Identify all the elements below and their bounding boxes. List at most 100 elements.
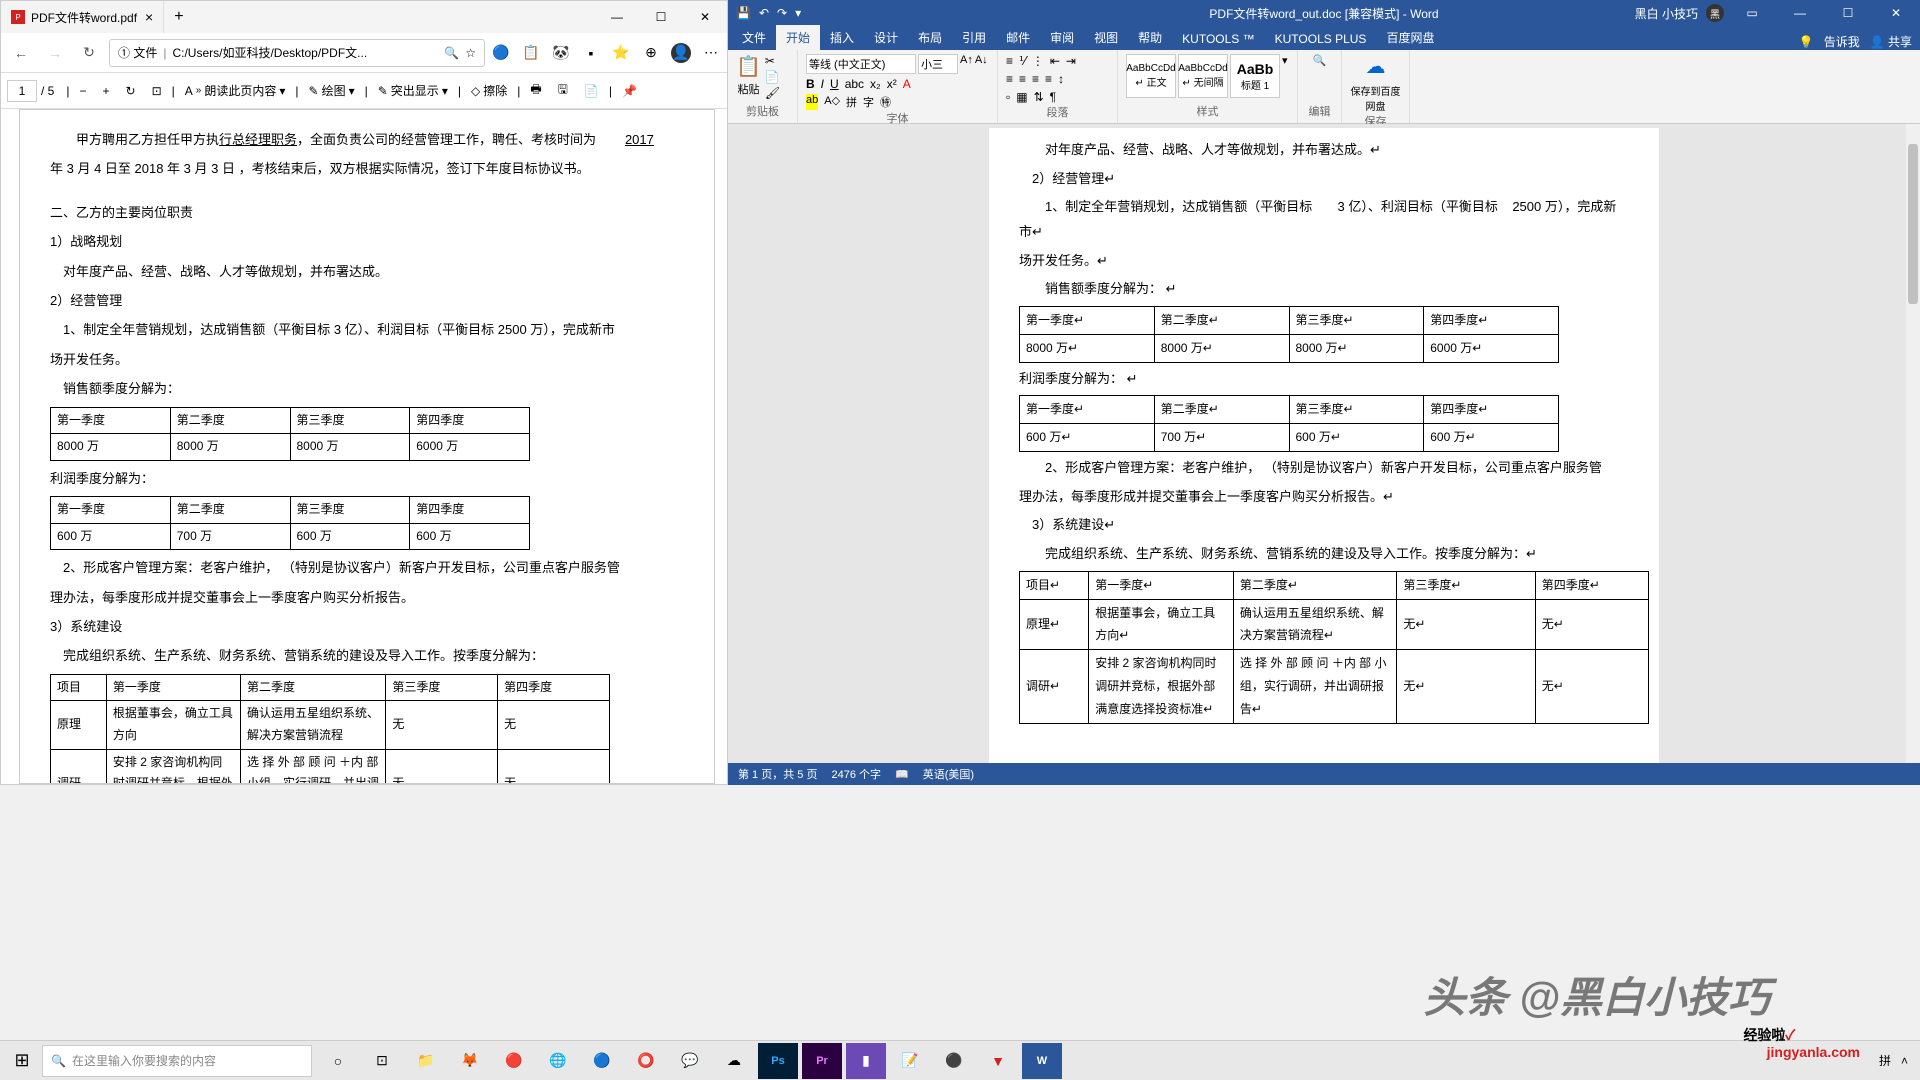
fit-button[interactable]: ⊡ bbox=[146, 80, 168, 102]
borders-icon[interactable]: ▦ bbox=[1016, 90, 1027, 104]
grow-font-icon[interactable]: A↑ bbox=[960, 54, 973, 74]
italic-button[interactable]: I bbox=[821, 77, 824, 91]
status-lang[interactable]: 英语(美国) bbox=[923, 766, 974, 782]
tab-insert[interactable]: 插入 bbox=[820, 25, 864, 50]
address-bar[interactable]: ① 文件 | C:/Users/如亚科技/Desktop/PDF文... 🔍 ☆ bbox=[109, 39, 485, 67]
forward-button[interactable]: → bbox=[41, 39, 69, 67]
ribbon-options-icon[interactable]: ▭ bbox=[1732, 0, 1772, 26]
tray-up-icon[interactable]: ˄ bbox=[1901, 1054, 1908, 1068]
tab-references[interactable]: 引用 bbox=[952, 25, 996, 50]
close-icon[interactable]: ✕ bbox=[683, 1, 727, 33]
tab-kutools-plus[interactable]: KUTOOLS PLUS bbox=[1265, 28, 1377, 50]
user-avatar[interactable]: 黑 bbox=[1706, 4, 1724, 22]
erase-button[interactable]: ◇ 擦除 bbox=[465, 78, 513, 103]
page-input[interactable] bbox=[7, 80, 37, 102]
minimize-icon[interactable]: — bbox=[595, 1, 639, 33]
baidu-cloud-icon[interactable]: ☁ bbox=[1366, 54, 1386, 79]
multilevel-icon[interactable]: ⋮ bbox=[1032, 54, 1044, 68]
edge2-icon[interactable]: 🔵 bbox=[582, 1043, 622, 1079]
show-marks-icon[interactable]: ¶ bbox=[1050, 90, 1056, 104]
word-maximize-icon[interactable]: ☐ bbox=[1828, 0, 1868, 26]
paste-button[interactable]: 📋 粘贴 bbox=[736, 54, 761, 97]
find-icon[interactable]: 🔍 bbox=[1313, 54, 1327, 67]
wechat-icon[interactable]: 💬 bbox=[670, 1043, 710, 1079]
back-button[interactable]: ← bbox=[7, 39, 35, 67]
align-center-icon[interactable]: ≡ bbox=[1019, 72, 1026, 86]
tell-me-label[interactable]: 告诉我 bbox=[1824, 33, 1860, 50]
format-painter-icon[interactable]: 🖌 bbox=[765, 86, 780, 100]
search-addr-icon[interactable]: 🔍 bbox=[444, 46, 459, 60]
font-name-combo[interactable]: 等线 (中文正文) bbox=[806, 54, 916, 74]
char-border-icon[interactable]: 字 bbox=[863, 94, 874, 110]
tab-view[interactable]: 视图 bbox=[1084, 25, 1128, 50]
justify-icon[interactable]: ≡ bbox=[1045, 72, 1052, 86]
style-heading1[interactable]: AaBb标题 1 bbox=[1230, 54, 1280, 98]
underline-button[interactable]: U bbox=[830, 77, 839, 91]
draw-button[interactable]: ✎ 绘图 ▾ bbox=[303, 78, 361, 103]
tab-baidu[interactable]: 百度网盘 bbox=[1376, 25, 1444, 50]
tab-file[interactable]: 文件 bbox=[732, 25, 776, 50]
indent-dec-icon[interactable]: ⇤ bbox=[1050, 54, 1060, 68]
tab-mailings[interactable]: 邮件 bbox=[996, 25, 1040, 50]
shrink-font-icon[interactable]: A↓ bbox=[975, 54, 988, 74]
pr-icon[interactable]: Pr bbox=[802, 1043, 842, 1079]
obs-icon[interactable]: ⚫ bbox=[934, 1043, 974, 1079]
rotate-button[interactable]: ↻ bbox=[120, 80, 142, 102]
ext-icon-1[interactable]: 🔵 bbox=[491, 43, 511, 63]
qat-customize-icon[interactable]: ▾ bbox=[795, 6, 801, 20]
shading-icon[interactable]: ▫ bbox=[1006, 90, 1010, 104]
scrollbar-thumb[interactable] bbox=[1908, 144, 1918, 304]
maximize-icon[interactable]: ☐ bbox=[639, 1, 683, 33]
font-size-combo[interactable]: 小三 bbox=[918, 54, 958, 74]
chrome2-icon[interactable]: ⭕ bbox=[626, 1043, 666, 1079]
bold-button[interactable]: B bbox=[806, 77, 815, 91]
indent-inc-icon[interactable]: ⇥ bbox=[1066, 54, 1076, 68]
phonetic-icon[interactable]: 拼 bbox=[846, 94, 857, 110]
app-icon-2[interactable]: ▼ bbox=[978, 1043, 1018, 1079]
taskview-icon[interactable]: ⊡ bbox=[362, 1043, 402, 1079]
save-icon[interactable]: 💾 bbox=[736, 6, 751, 20]
read-aloud-button[interactable]: A» 朗读此页内容 ▾ bbox=[179, 78, 292, 103]
edge-icon[interactable]: 🌐 bbox=[538, 1043, 578, 1079]
profile-icon[interactable]: 👤 bbox=[671, 43, 691, 63]
ps-icon[interactable]: Ps bbox=[758, 1043, 798, 1079]
font-color-button[interactable]: A bbox=[903, 77, 911, 91]
status-words[interactable]: 2476 个字 bbox=[831, 766, 881, 782]
strike-button[interactable]: abc bbox=[845, 77, 864, 91]
align-right-icon[interactable]: ≡ bbox=[1032, 72, 1039, 86]
save-pdf-button[interactable]: 🖫 bbox=[552, 76, 574, 105]
word-taskbar-icon[interactable]: W bbox=[1022, 1043, 1062, 1079]
collections-icon[interactable]: ⊕ bbox=[641, 43, 661, 63]
enclose-icon[interactable]: ㊕ bbox=[880, 94, 891, 110]
netdisk-icon[interactable]: ☁ bbox=[714, 1043, 754, 1079]
explorer-icon[interactable]: 📁 bbox=[406, 1043, 446, 1079]
tell-me-icon[interactable]: 💡 bbox=[1799, 35, 1814, 49]
zoom-in-button[interactable]: + bbox=[96, 80, 115, 102]
style-nospacing[interactable]: AaBbCcDd↵ 无间隔 bbox=[1178, 54, 1228, 98]
word-minimize-icon[interactable]: — bbox=[1780, 0, 1820, 26]
redo-icon[interactable]: ↷ bbox=[777, 6, 787, 20]
app-icon-1[interactable]: ▮ bbox=[846, 1043, 886, 1079]
align-left-icon[interactable]: ≡ bbox=[1006, 72, 1013, 86]
tab-layout[interactable]: 布局 bbox=[908, 25, 952, 50]
user-name[interactable]: 黑白 小技巧 bbox=[1635, 5, 1698, 22]
tab-design[interactable]: 设计 bbox=[864, 25, 908, 50]
sub-button[interactable]: x₂ bbox=[870, 77, 881, 91]
share-button[interactable]: 👤 共享 bbox=[1870, 33, 1912, 50]
chrome-icon[interactable]: 🔴 bbox=[494, 1043, 534, 1079]
word-page[interactable]: 对年度产品、经营、战略、人才等做规划，并布署达成。↵ 2）经营管理↵ 1、制定全… bbox=[989, 128, 1659, 763]
numbering-icon[interactable]: ⅟ bbox=[1019, 54, 1026, 68]
highlight-button[interactable]: ✎ 突出显示 ▾ bbox=[372, 78, 454, 103]
ime-icon[interactable]: 拼 bbox=[1879, 1052, 1891, 1069]
zoom-out-button[interactable]: − bbox=[73, 80, 92, 102]
firefox-icon[interactable]: 🦊 bbox=[450, 1043, 490, 1079]
status-page[interactable]: 第 1 页，共 5 页 bbox=[738, 766, 817, 782]
new-tab-button[interactable]: + bbox=[164, 8, 193, 26]
cut-icon[interactable]: ✂ bbox=[765, 54, 780, 68]
line-spacing-icon[interactable]: ↕ bbox=[1058, 72, 1064, 86]
bullets-icon[interactable]: ≡ bbox=[1006, 54, 1013, 68]
notepad-icon[interactable]: 📝 bbox=[890, 1043, 930, 1079]
menu-icon[interactable]: ⋯ bbox=[701, 43, 721, 63]
highlight-color-button[interactable]: ab bbox=[806, 94, 818, 110]
status-proof-icon[interactable]: 📖 bbox=[895, 768, 909, 781]
